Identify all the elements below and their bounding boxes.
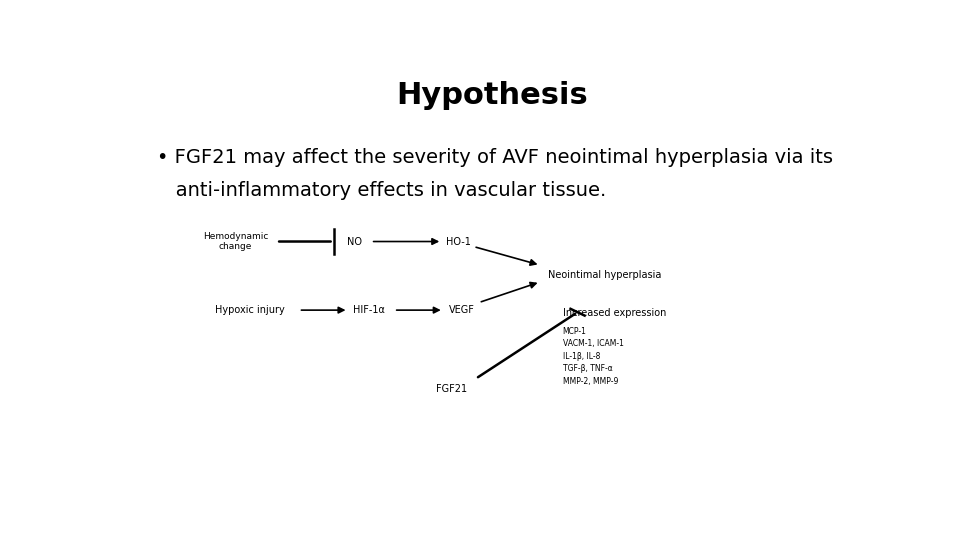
Text: Hypothesis: Hypothesis <box>396 82 588 111</box>
Text: Hemodynamic
change: Hemodynamic change <box>203 232 268 251</box>
Text: MCP-1
VACM-1, ICAM-1
IL-1β, IL-8
TGF-β, TNF-α
MMP-2, MMP-9: MCP-1 VACM-1, ICAM-1 IL-1β, IL-8 TGF-β, … <box>563 327 624 386</box>
Text: Increased expression: Increased expression <box>563 308 666 318</box>
Text: anti-inflammatory effects in vascular tissue.: anti-inflammatory effects in vascular ti… <box>157 181 607 200</box>
Text: Hypoxic injury: Hypoxic injury <box>215 305 285 315</box>
Text: Neointimal hyperplasia: Neointimal hyperplasia <box>548 270 661 280</box>
Text: • FGF21 may affect the severity of AVF neointimal hyperplasia via its: • FGF21 may affect the severity of AVF n… <box>157 148 833 167</box>
Text: HIF-1α: HIF-1α <box>353 305 385 315</box>
Text: VEGF: VEGF <box>449 305 475 315</box>
Text: HO-1: HO-1 <box>446 237 471 247</box>
Text: FGF21: FGF21 <box>436 384 467 394</box>
Text: NO: NO <box>347 237 362 247</box>
